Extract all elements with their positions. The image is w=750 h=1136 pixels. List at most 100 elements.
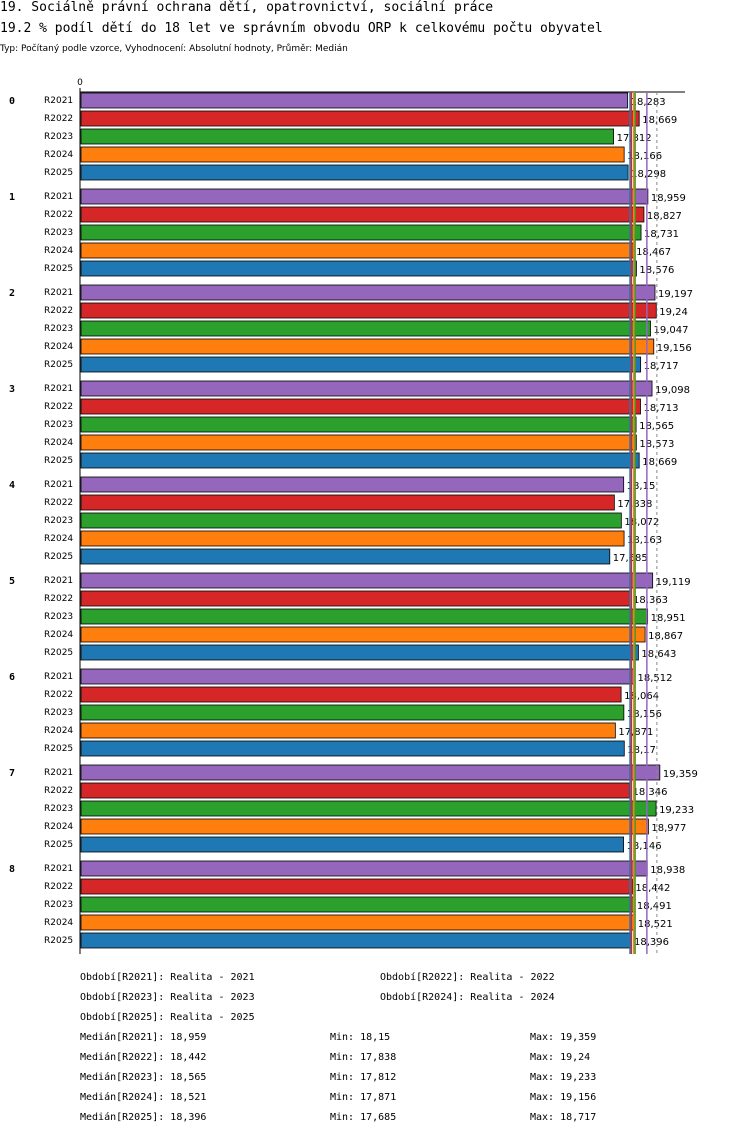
- bar: [80, 242, 634, 259]
- group-label: 6: [9, 672, 15, 683]
- series-label: R2022: [44, 114, 73, 124]
- series-label: R2022: [44, 594, 73, 604]
- series-label: R2024: [44, 150, 73, 160]
- bar: [80, 284, 656, 301]
- group-label: 2: [9, 288, 15, 299]
- data-label: 18,156: [627, 709, 662, 720]
- bar: [80, 110, 640, 127]
- series-label: R2023: [44, 612, 73, 622]
- series-label: R2023: [44, 804, 73, 814]
- bar: [80, 224, 642, 241]
- data-label: 19,156: [657, 343, 692, 354]
- bar: [80, 896, 635, 913]
- series-label: R2024: [44, 438, 73, 448]
- bar: [80, 92, 629, 109]
- series-label: R2021: [44, 480, 73, 490]
- series-label: R2023: [44, 324, 73, 334]
- bar: [80, 686, 622, 703]
- legend-entry: Období[R2021]: Realita - 2021: [80, 972, 255, 983]
- data-label: 18,669: [642, 457, 677, 468]
- data-label: 18,512: [638, 673, 673, 684]
- data-label: 18,298: [631, 169, 666, 180]
- bar: [80, 302, 657, 319]
- series-label: R2022: [44, 690, 73, 700]
- series-label: R2022: [44, 882, 73, 892]
- series-label: R2025: [44, 648, 73, 658]
- bar: [80, 548, 611, 565]
- max-stat: Max: 19,156: [530, 1092, 597, 1103]
- data-label: 19,197: [658, 289, 693, 300]
- data-label: 18,15: [627, 481, 656, 492]
- data-label: 18,827: [647, 211, 682, 222]
- data-label: 18,17: [627, 745, 656, 756]
- bar-chart: 00R202118,283R202218,669R202317,812R2024…: [9, 78, 698, 954]
- data-label: 19,119: [656, 577, 691, 588]
- series-label: R2021: [44, 384, 73, 394]
- median-stat: Medián[R2021]: 18,959: [80, 1032, 207, 1043]
- data-label: 18,731: [644, 229, 679, 240]
- series-label: R2025: [44, 936, 73, 946]
- series-label: R2022: [44, 210, 73, 220]
- data-label: 18,938: [650, 865, 685, 876]
- bar: [80, 320, 651, 337]
- series-label: R2024: [44, 918, 73, 928]
- max-stat: Max: 19,233: [530, 1072, 597, 1083]
- bar: [80, 338, 655, 355]
- series-label: R2025: [44, 456, 73, 466]
- bar: [80, 398, 641, 415]
- series-label: R2022: [44, 498, 73, 508]
- min-stat: Min: 17,685: [330, 1112, 397, 1123]
- data-label: 18,959: [651, 193, 686, 204]
- series-label: R2022: [44, 402, 73, 412]
- bar: [80, 860, 648, 877]
- data-label: 18,346: [633, 787, 668, 798]
- data-label: 18,283: [631, 97, 666, 108]
- series-label: R2021: [44, 288, 73, 298]
- bar: [80, 512, 622, 529]
- data-label: 18,977: [651, 823, 686, 834]
- series-label: R2024: [44, 534, 73, 544]
- series-label: R2023: [44, 132, 73, 142]
- series-label: R2021: [44, 864, 73, 874]
- bar: [80, 878, 633, 895]
- data-label: 18,717: [644, 361, 679, 372]
- bar: [80, 128, 614, 145]
- bar: [80, 188, 649, 205]
- data-label: 18,396: [634, 937, 669, 948]
- max-stat: Max: 19,24: [530, 1052, 591, 1063]
- series-label: R2023: [44, 228, 73, 238]
- bar: [80, 260, 637, 277]
- bar: [80, 572, 654, 589]
- series-label: R2023: [44, 708, 73, 718]
- data-label: 18,072: [624, 517, 659, 528]
- bar: [80, 740, 625, 757]
- data-label: 18,521: [638, 919, 673, 930]
- data-label: 18,163: [627, 535, 662, 546]
- bar: [80, 800, 657, 817]
- min-stat: Min: 17,812: [330, 1072, 397, 1083]
- bar: [80, 914, 636, 931]
- bar: [80, 476, 625, 493]
- bar: [80, 722, 616, 739]
- series-label: R2023: [44, 420, 73, 430]
- series-label: R2023: [44, 516, 73, 526]
- bar: [80, 626, 646, 643]
- max-stat: Max: 18,717: [530, 1112, 597, 1123]
- bar: [80, 782, 630, 799]
- bar: [80, 704, 625, 721]
- bar: [80, 380, 653, 397]
- bar: [80, 530, 625, 547]
- bar: [80, 764, 661, 781]
- data-label: 18,442: [635, 883, 670, 894]
- series-label: R2022: [44, 786, 73, 796]
- bar: [80, 932, 632, 949]
- bar: [80, 146, 625, 163]
- series-label: R2025: [44, 744, 73, 754]
- data-label: 18,146: [627, 841, 662, 852]
- data-label: 18,064: [624, 691, 659, 702]
- series-label: R2025: [44, 168, 73, 178]
- bar: [80, 668, 635, 685]
- min-stat: Min: 18,15: [330, 1032, 391, 1043]
- series-label: R2024: [44, 246, 73, 256]
- data-label: 18,576: [639, 265, 674, 276]
